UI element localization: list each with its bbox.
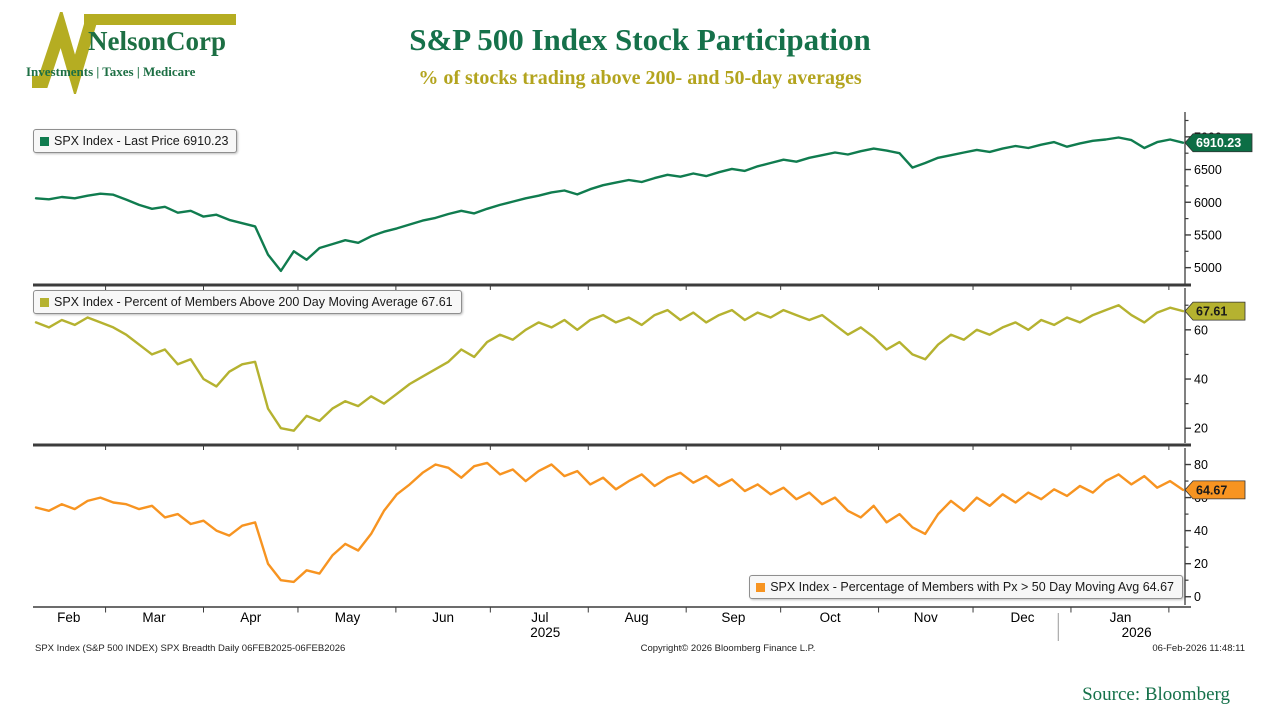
y-tick-label: 20 bbox=[1194, 557, 1208, 571]
legend-label: SPX Index - Percent of Members Above 200… bbox=[54, 295, 453, 309]
x-month-label: Aug bbox=[625, 610, 649, 625]
x-month-label: Nov bbox=[914, 610, 938, 625]
legend-spx-last-price[interactable]: SPX Index - Last Price 6910.23 bbox=[33, 129, 238, 153]
y-tick-label: 40 bbox=[1194, 524, 1208, 538]
y-tick-label: 20 bbox=[1194, 422, 1208, 436]
legend-label: SPX Index - Last Price 6910.23 bbox=[54, 134, 229, 148]
x-month-label: Jun bbox=[432, 610, 454, 625]
y-tick-label: 6000 bbox=[1194, 196, 1222, 210]
footer-timestamp: 06-Feb-2026 11:48:11 bbox=[1152, 643, 1245, 654]
y-tick-label: 0 bbox=[1194, 590, 1201, 604]
x-month-label: Jul bbox=[531, 610, 548, 625]
footer-security-note: SPX Index (S&P 500 INDEX) SPX Breadth Da… bbox=[35, 643, 346, 654]
logo-name: NelsonCorp bbox=[88, 26, 227, 56]
y-tick-label: 40 bbox=[1194, 373, 1208, 387]
nelsoncorp-logo-mark bbox=[32, 12, 236, 94]
y-tick-label: 5000 bbox=[1194, 261, 1222, 275]
x-month-label: Sep bbox=[721, 610, 745, 625]
x-month-label: Oct bbox=[820, 610, 841, 625]
x-month-label: May bbox=[335, 610, 361, 625]
last-value-tag-label: 64.67 bbox=[1196, 483, 1227, 497]
y-tick-label: 6500 bbox=[1194, 163, 1222, 177]
logo-tagline: Investments | Taxes | Medicare bbox=[26, 64, 196, 79]
legend-label: SPX Index - Percentage of Members with P… bbox=[770, 580, 1174, 594]
legend-color-swatch-green bbox=[40, 136, 49, 146]
last-value-tag bbox=[1184, 301, 1246, 321]
y-tick-label: 5500 bbox=[1194, 228, 1222, 242]
x-month-label: Dec bbox=[1011, 610, 1035, 625]
source-credit: Source: Bloomberg bbox=[1082, 684, 1230, 705]
x-year-label: 2025 bbox=[530, 625, 560, 640]
series-line-pct-above-200dma bbox=[34, 304, 1185, 432]
y-tick-label: 80 bbox=[1194, 458, 1208, 472]
last-value-tag-label: 67.61 bbox=[1196, 305, 1227, 319]
legend-pct-above-50dma[interactable]: SPX Index - Percentage of Members with P… bbox=[749, 575, 1183, 599]
x-month-label: Jan bbox=[1110, 610, 1132, 625]
legend-color-swatch-orange bbox=[756, 582, 766, 592]
page-title: S&P 500 Index Stock Participation bbox=[409, 22, 871, 57]
page-subtitle: % of stocks trading above 200- and 50-da… bbox=[418, 67, 862, 89]
x-month-label: Feb bbox=[57, 610, 80, 625]
series-line-spx-last-price bbox=[34, 136, 1185, 273]
x-month-label: Apr bbox=[240, 610, 262, 625]
footer-copyright: Copyright© 2026 Bloomberg Finance L.P. bbox=[640, 643, 816, 654]
series-line-pct-above-50dma bbox=[34, 461, 1185, 584]
y-tick-label: 60 bbox=[1194, 323, 1208, 337]
legend-color-swatch-olive bbox=[40, 297, 49, 307]
legend-pct-above-200dma[interactable]: SPX Index - Percent of Members Above 200… bbox=[33, 290, 462, 314]
last-value-tag bbox=[1184, 480, 1246, 500]
last-value-tag-label: 6910.23 bbox=[1196, 136, 1241, 150]
x-month-label: Mar bbox=[142, 610, 166, 625]
x-year-label: 2026 bbox=[1122, 625, 1152, 640]
last-value-tag bbox=[1184, 133, 1253, 153]
nelsoncorp-logo: NelsonCorp Investments | Taxes | Medicar… bbox=[26, 12, 244, 94]
